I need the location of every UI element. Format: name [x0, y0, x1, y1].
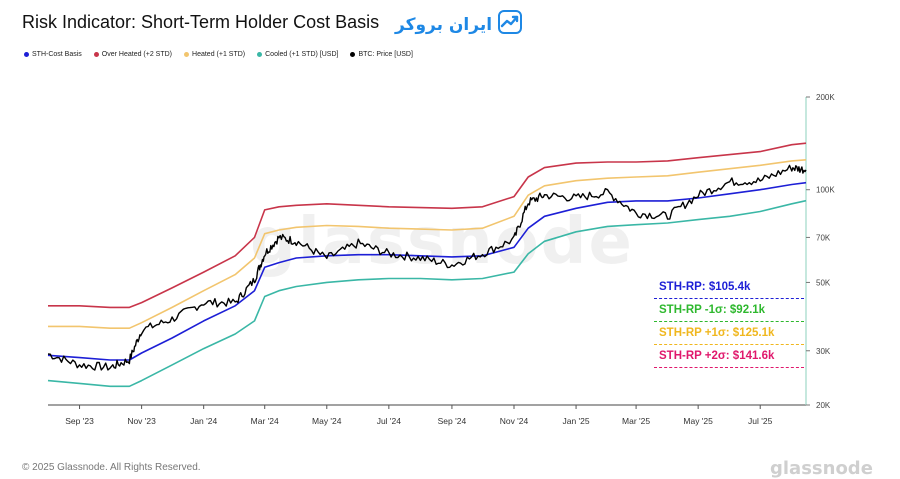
- legend-dot-cooled: [257, 52, 263, 57]
- series-line-over-heated-2-std: [48, 142, 807, 309]
- watermark: glassnode: [250, 205, 634, 279]
- x-tick-label: Jul '24: [377, 416, 402, 426]
- y-tick-label: 30K: [816, 347, 831, 356]
- x-tick-label: Sep '23: [65, 416, 94, 426]
- chart-title: Risk Indicator: Short-Term Holder Cost B…: [22, 12, 380, 32]
- legend-label: BTC: Price [USD]: [358, 51, 413, 58]
- legend-item-sth-cost-basis[interactable]: STH-Cost Basis: [24, 51, 82, 58]
- legend-item-over-heated[interactable]: Over Heated (+2 STD): [93, 51, 173, 58]
- series-line-btc-price-usd: [47, 164, 807, 371]
- legend-dot-heated: [184, 52, 190, 57]
- chart-legend: STH-Cost Basis Over Heated (+2 STD) Heat…: [24, 51, 413, 58]
- y-tick-label: 70K: [816, 233, 831, 242]
- x-tick-label: Nov '23: [127, 416, 156, 426]
- x-tick-label: May '24: [312, 416, 342, 426]
- brand-logo-text: ایران بروکر: [395, 14, 493, 35]
- y-tick-label: 100K: [816, 186, 835, 195]
- chart-trend-icon: [498, 10, 523, 39]
- series-line-heated-1-std: [48, 159, 807, 329]
- legend-dot-over-heated: [93, 52, 99, 57]
- series-line-cooled-1-std-usd: [47, 199, 807, 388]
- legend-item-cooled[interactable]: Cooled (+1 STD) [USD]: [257, 51, 338, 58]
- callout-sth-rp-plus-1sigma: STH-RP +1σ: $125.1k: [654, 322, 804, 345]
- x-tick-label: Jan '25: [562, 416, 589, 426]
- y-tick-label: 20K: [816, 401, 831, 410]
- y-tick-label: 200K: [816, 93, 835, 102]
- legend-dot-sth-cost-basis: [24, 52, 29, 57]
- x-tick-label: Sep '24: [438, 416, 467, 426]
- series-line-sth-cost-basis: [47, 181, 807, 361]
- x-tick-label: Jul '25: [748, 416, 773, 426]
- x-tick-label: Jan '24: [190, 416, 217, 426]
- callout-sth-rp-minus-1sigma: STH-RP -1σ: $92.1k: [654, 299, 804, 322]
- y-tick-label: 50K: [816, 278, 831, 287]
- legend-item-btc-price[interactable]: BTC: Price [USD]: [350, 51, 413, 58]
- legend-label: Cooled (+1 STD) [USD]: [265, 51, 339, 58]
- x-tick-label: Mar '24: [251, 416, 279, 426]
- x-tick-label: May '25: [683, 416, 713, 426]
- x-tick-label: Mar '25: [622, 416, 650, 426]
- legend-dot-btc-price: [350, 52, 356, 57]
- legend-item-heated[interactable]: Heated (+1 STD): [184, 51, 245, 58]
- legend-label: Heated (+1 STD): [192, 51, 246, 58]
- callout-sth-rp: STH-RP: $105.4k: [654, 276, 804, 299]
- footer-copyright: © 2025 Glassnode. All Rights Reserved.: [22, 462, 201, 473]
- callout-box: STH-RP: $105.4k STH-RP -1σ: $92.1k STH-R…: [654, 276, 804, 368]
- callout-sth-rp-plus-2sigma: STH-RP +2σ: $141.6k: [654, 345, 804, 368]
- footer-brand-logo: glassnode: [770, 458, 873, 479]
- legend-label: STH-Cost Basis: [32, 51, 82, 58]
- brand-logo: ایران بروکر: [395, 10, 523, 39]
- legend-label: Over Heated (+2 STD): [101, 51, 173, 58]
- x-tick-label: Nov '24: [500, 416, 529, 426]
